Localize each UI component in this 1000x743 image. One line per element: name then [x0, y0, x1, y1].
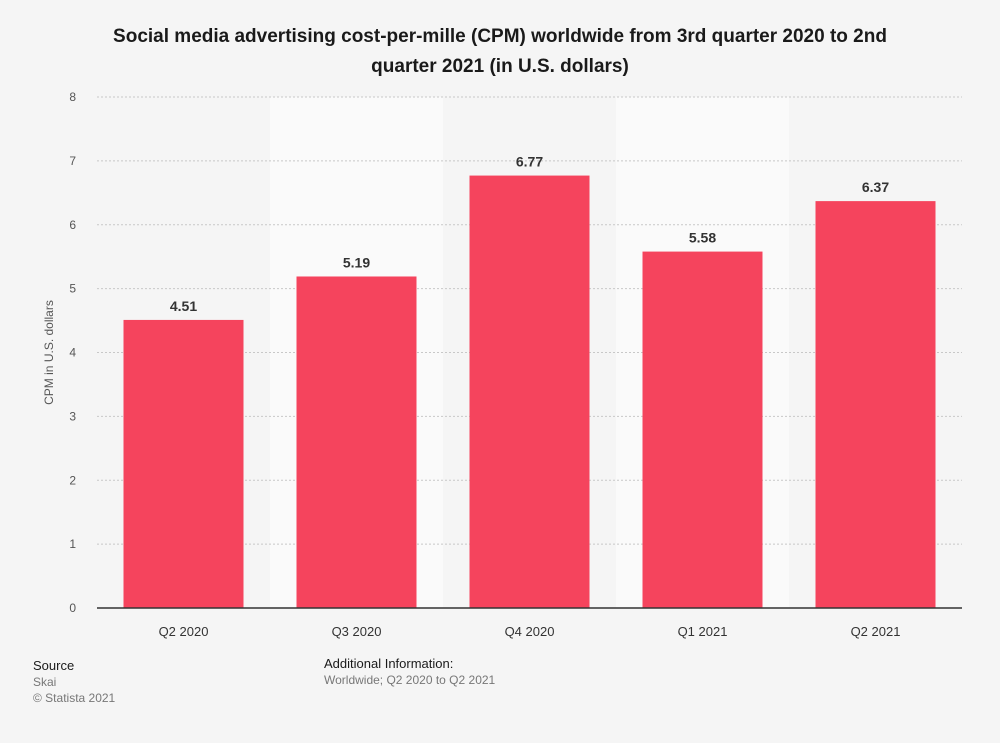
- x-tick-label-1: Q3 2020: [332, 624, 382, 639]
- bar-q3-2020[interactable]: [296, 276, 417, 608]
- y-tick-label-4: 4: [69, 346, 76, 360]
- y-tick-label-3: 3: [69, 409, 76, 423]
- bar-q2-2020[interactable]: [123, 319, 244, 608]
- value-label-0: 4.51: [170, 298, 197, 314]
- y-tick-label-8: 8: [69, 90, 76, 104]
- value-label-1: 5.19: [343, 254, 370, 270]
- value-label-2: 6.77: [516, 154, 543, 170]
- x-tick-label-3: Q1 2021: [678, 624, 728, 639]
- source-heading: Source: [33, 658, 75, 673]
- y-tick-label-0: 0: [69, 601, 76, 615]
- copyright[interactable]: © Statista 2021: [33, 691, 116, 705]
- y-tick-label-6: 6: [69, 218, 76, 232]
- bar-chart: 0 1 2 3 4 5 6 7 8 4.51 5.19 6.77 5.58 6.37 Q2 2020 Q3…: [42, 90, 962, 639]
- additional-info-block: Additional Information: Worldwide; Q2 20…: [324, 656, 495, 688]
- bar-q2-2021[interactable]: [815, 201, 936, 608]
- additional-info-heading: Additional Information:: [324, 656, 454, 671]
- bar-q4-2020[interactable]: [469, 175, 590, 608]
- y-tick-label-1: 1: [69, 537, 76, 551]
- y-axis-label: CPM in U.S. dollars: [42, 300, 56, 405]
- x-tick-label-0: Q2 2020: [159, 624, 209, 639]
- additional-info-text: Worldwide; Q2 2020 to Q2 2021: [324, 673, 496, 687]
- source-block: Source Skai © Statista 2021: [33, 658, 115, 706]
- bars: [123, 175, 936, 608]
- source-name[interactable]: Skai: [33, 675, 57, 689]
- y-tick-label-5: 5: [69, 282, 76, 296]
- value-label-4: 6.37: [862, 179, 889, 195]
- value-labels: 4.51 5.19 6.77 5.58 6.37: [170, 154, 889, 314]
- x-tick-label-2: Q4 2020: [505, 624, 555, 639]
- bar-q1-2021[interactable]: [642, 251, 763, 608]
- y-tick-label-2: 2: [69, 473, 76, 487]
- y-axis-ticks: 0 1 2 3 4 5 6 7 8: [69, 90, 76, 615]
- value-label-3: 5.58: [689, 230, 716, 246]
- x-axis-ticks: Q2 2020 Q3 2020 Q4 2020 Q1 2021 Q2 2021: [159, 624, 901, 639]
- x-tick-label-4: Q2 2021: [851, 624, 901, 639]
- chart-title: Social media advertising cost-per-mille …: [113, 26, 887, 77]
- y-tick-label-7: 7: [69, 154, 76, 168]
